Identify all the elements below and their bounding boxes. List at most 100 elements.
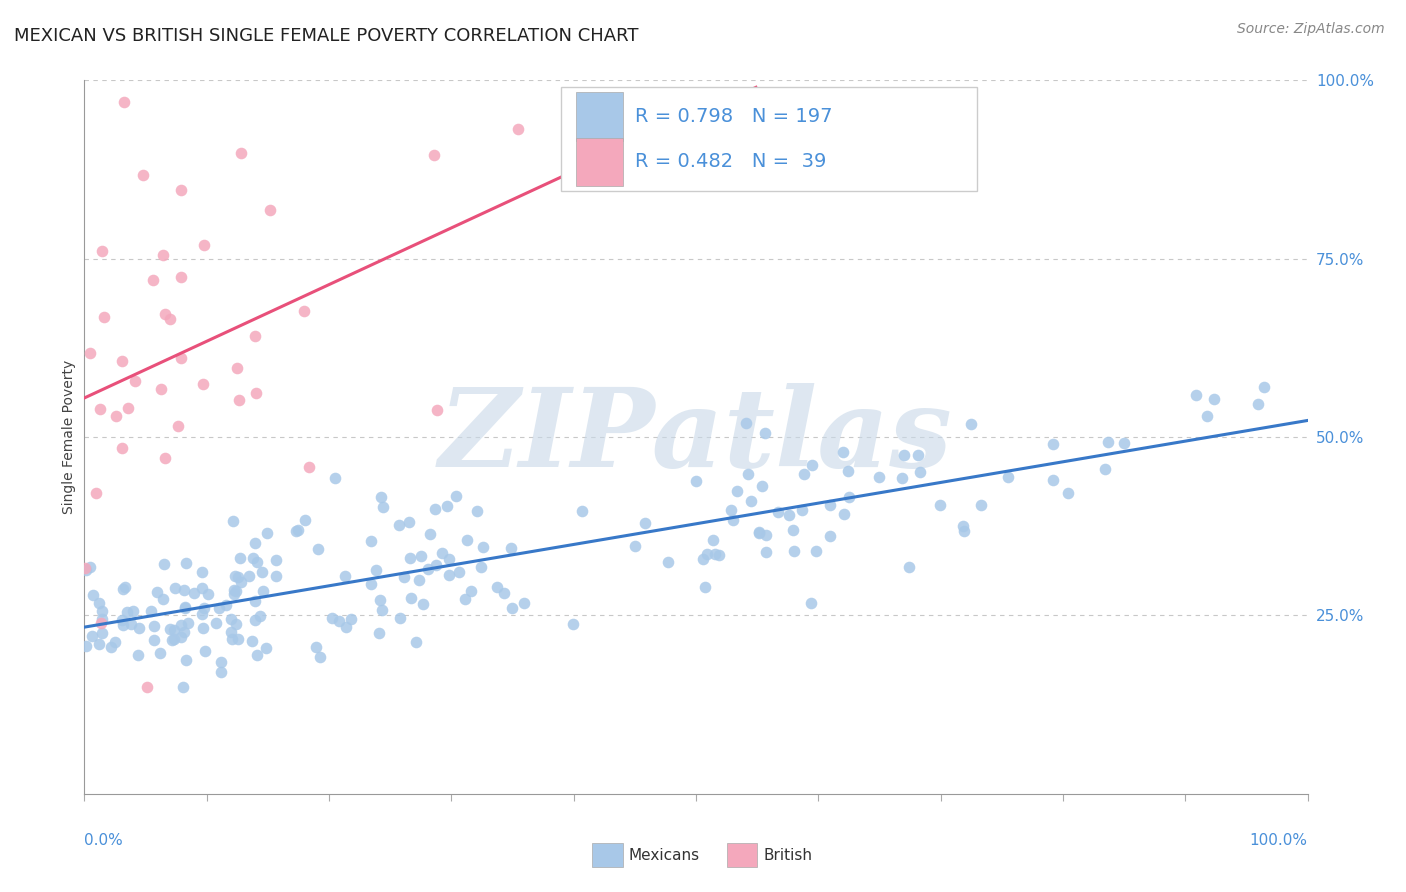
Point xyxy=(75,639,97,653)
Point xyxy=(360,577,382,591)
Point xyxy=(328,614,350,628)
Point xyxy=(104,409,127,424)
Point xyxy=(818,529,841,543)
Point xyxy=(735,417,758,431)
Point xyxy=(82,588,104,602)
Point xyxy=(307,541,329,556)
Point xyxy=(221,632,243,646)
Point xyxy=(508,122,530,136)
Point xyxy=(240,634,263,648)
Point xyxy=(1057,485,1080,500)
Point xyxy=(100,640,122,655)
Point xyxy=(209,665,232,680)
Point xyxy=(249,608,271,623)
Point xyxy=(243,536,266,550)
Point xyxy=(170,351,193,366)
Point xyxy=(748,524,770,539)
Point xyxy=(778,508,800,522)
Y-axis label: Single Female Poverty: Single Female Poverty xyxy=(62,360,76,514)
Point xyxy=(471,540,494,554)
Text: MEXICAN VS BRITISH SINGLE FEMALE POVERTY CORRELATION CHART: MEXICAN VS BRITISH SINGLE FEMALE POVERTY… xyxy=(14,27,638,45)
Point xyxy=(394,570,416,584)
Point xyxy=(204,615,226,630)
Point xyxy=(657,555,679,569)
Point xyxy=(370,490,392,504)
Point xyxy=(412,597,434,611)
Point xyxy=(703,547,725,561)
Point xyxy=(243,594,266,608)
Point xyxy=(908,465,931,479)
Point xyxy=(460,583,482,598)
Point xyxy=(1247,397,1270,411)
Point xyxy=(238,569,260,583)
Point xyxy=(193,237,215,252)
Point xyxy=(702,533,724,547)
Point xyxy=(90,615,112,630)
Point xyxy=(891,471,914,485)
Point xyxy=(837,464,859,478)
Point xyxy=(73,561,96,575)
Point xyxy=(1094,462,1116,476)
Point xyxy=(294,513,316,527)
FancyBboxPatch shape xyxy=(576,137,623,186)
Point xyxy=(163,632,186,647)
Point xyxy=(444,489,467,503)
Point xyxy=(246,555,269,569)
Point xyxy=(740,494,762,508)
Point xyxy=(832,507,855,521)
Point xyxy=(818,498,841,512)
Point xyxy=(388,517,411,532)
Point xyxy=(897,559,920,574)
Text: Source: ZipAtlas.com: Source: ZipAtlas.com xyxy=(1237,22,1385,37)
Point xyxy=(436,499,458,513)
Point xyxy=(231,145,253,160)
Point xyxy=(149,646,172,660)
Point xyxy=(114,580,136,594)
Point xyxy=(219,612,242,626)
Point xyxy=(152,557,174,571)
Point xyxy=(173,625,195,640)
Point xyxy=(411,549,433,563)
Point xyxy=(173,583,195,598)
Point xyxy=(135,680,157,694)
Point xyxy=(191,607,214,621)
Point xyxy=(419,527,441,541)
Point xyxy=(737,467,759,481)
Point xyxy=(104,634,127,648)
Point xyxy=(562,616,585,631)
Point xyxy=(224,586,246,600)
Point xyxy=(228,393,250,408)
Point xyxy=(425,558,447,572)
Point xyxy=(1042,437,1064,451)
Point xyxy=(709,549,731,563)
Point xyxy=(177,615,200,630)
Text: 100.0%: 100.0% xyxy=(1250,833,1308,848)
FancyBboxPatch shape xyxy=(576,92,623,141)
Point xyxy=(91,612,114,626)
Point xyxy=(804,544,827,558)
Point xyxy=(720,503,742,517)
Point xyxy=(124,375,146,389)
Point xyxy=(790,502,813,516)
Point xyxy=(117,401,139,415)
Point xyxy=(408,573,430,587)
Point xyxy=(838,490,860,504)
Point xyxy=(959,417,981,431)
Point xyxy=(84,486,107,500)
Point xyxy=(793,467,815,481)
Point xyxy=(360,534,382,549)
Point xyxy=(292,304,315,318)
Point xyxy=(221,514,243,528)
Point xyxy=(492,586,515,600)
Point xyxy=(111,354,134,368)
Point xyxy=(79,560,101,574)
Point xyxy=(486,580,509,594)
Point xyxy=(169,269,191,284)
Point xyxy=(323,471,346,485)
Point xyxy=(209,655,232,669)
Point xyxy=(371,603,394,617)
Point xyxy=(191,621,214,635)
Point xyxy=(159,623,181,637)
Point xyxy=(571,503,593,517)
Point xyxy=(801,458,824,472)
